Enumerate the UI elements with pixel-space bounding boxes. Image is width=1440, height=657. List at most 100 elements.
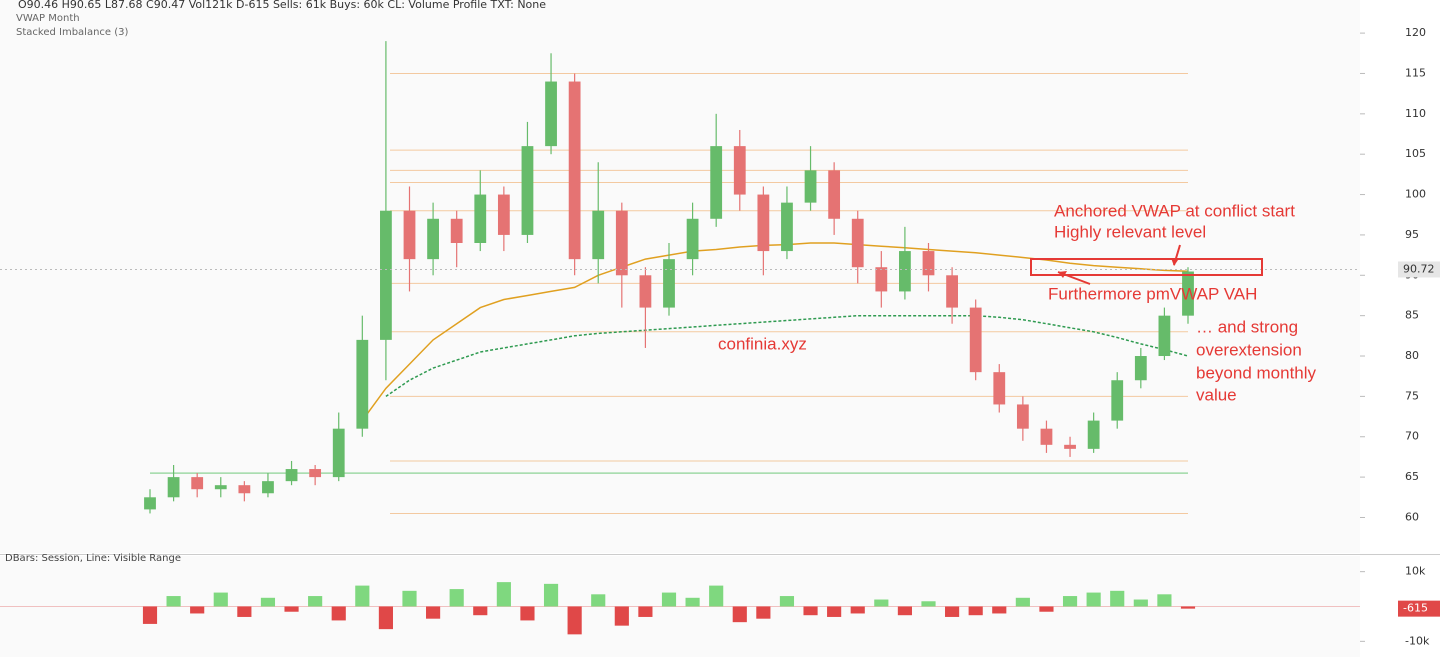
y-tick-label: 80 xyxy=(1405,349,1419,362)
delta-bar xyxy=(709,585,724,607)
plot-area: 606570758085909510010511011512090.7210k-… xyxy=(0,26,1440,647)
delta-bar xyxy=(473,606,488,616)
candle-body xyxy=(427,218,439,260)
arrow-head xyxy=(1171,258,1178,266)
candle-body xyxy=(262,481,274,494)
annotation: … and strong xyxy=(1196,317,1298,336)
candle-body xyxy=(450,218,463,243)
price-tag-label: 90.72 xyxy=(1403,262,1435,275)
candle-body xyxy=(191,477,204,490)
candle-body xyxy=(993,372,1006,405)
delta-bar xyxy=(1062,596,1078,607)
delta-bar xyxy=(921,601,936,607)
delta-bar xyxy=(874,599,889,607)
candle-body xyxy=(1134,356,1147,381)
candle-body xyxy=(875,267,888,292)
delta-bar xyxy=(614,606,629,626)
delta-bar xyxy=(237,606,252,617)
indicator-label: VWAP Month xyxy=(16,13,80,24)
candle-body xyxy=(214,485,227,490)
candle-body xyxy=(733,146,746,195)
price-tag xyxy=(1398,261,1440,278)
candle-body xyxy=(545,81,557,147)
candle-body xyxy=(1064,444,1076,449)
candle-body xyxy=(474,194,487,243)
candle-body xyxy=(332,428,345,478)
delta-bar xyxy=(1015,597,1030,607)
y-tick-label: 60 xyxy=(1405,510,1419,523)
candle-body xyxy=(167,477,180,498)
annotation: overextension xyxy=(1196,340,1302,359)
candle-body xyxy=(521,146,534,235)
candle-body xyxy=(781,202,793,252)
candle-body xyxy=(1158,315,1171,357)
candle-body xyxy=(403,210,416,260)
delta-bar xyxy=(567,606,582,635)
candle-body xyxy=(922,251,935,276)
candle-body xyxy=(946,275,958,308)
y-tick-label: 65 xyxy=(1405,470,1419,483)
delta-bar xyxy=(520,606,535,621)
delta-bar xyxy=(260,597,276,607)
delta-bar xyxy=(779,596,795,607)
delta-bar xyxy=(992,606,1007,614)
delta-bar xyxy=(402,590,417,607)
candle-body xyxy=(1182,271,1194,316)
candle-body xyxy=(1111,380,1124,421)
candle-body xyxy=(757,194,770,252)
delta-bar xyxy=(897,606,912,616)
annotation: beyond monthly xyxy=(1196,363,1317,382)
y-tick-label: 100 xyxy=(1405,188,1426,201)
delta-bar xyxy=(827,606,842,617)
delta-tag xyxy=(1398,600,1440,617)
watermark: confinia.xyz xyxy=(718,334,807,353)
delta-bar xyxy=(945,606,960,617)
delta-bar xyxy=(756,606,771,619)
delta-bar xyxy=(190,606,205,614)
y-tick-label: 70 xyxy=(1405,430,1419,443)
y-tick-label: 95 xyxy=(1405,228,1419,241)
highlight-box xyxy=(1030,258,1263,276)
arrow-head xyxy=(1058,271,1067,278)
annotation: Highly relevant level xyxy=(1054,222,1206,241)
candle-body xyxy=(592,210,605,260)
indicator-line xyxy=(361,242,1189,422)
annotation: Anchored VWAP at conflict start xyxy=(1054,201,1295,220)
delta-bar xyxy=(1110,590,1125,607)
delta-bar xyxy=(1086,592,1101,607)
candle-body xyxy=(238,485,251,494)
candle-body xyxy=(497,194,510,235)
y-tick-label: 120 xyxy=(1405,26,1426,39)
delta-bar xyxy=(591,594,606,607)
candle-body xyxy=(969,307,982,373)
delta-bar xyxy=(661,592,677,607)
y-tick-label: -10k xyxy=(1405,634,1430,647)
indicator-line xyxy=(385,314,1189,398)
delta-bar xyxy=(378,606,393,630)
delta-bar xyxy=(543,583,559,607)
candle-body xyxy=(851,218,864,268)
delta-bar xyxy=(803,606,818,616)
delta-bar xyxy=(732,606,747,623)
candle-body xyxy=(568,81,581,260)
candle-body xyxy=(285,469,298,482)
y-tick-label: 10k xyxy=(1405,565,1426,578)
delta-bar xyxy=(355,585,370,607)
y-tick-label: 85 xyxy=(1405,309,1419,322)
delta-bar xyxy=(213,592,228,607)
annotation: value xyxy=(1196,385,1237,404)
delta-bar xyxy=(449,589,464,607)
candle-body xyxy=(828,170,841,219)
indicator-label: Stacked Imbalance (3) xyxy=(16,27,129,38)
candle-body xyxy=(309,469,322,478)
delta-bar xyxy=(496,582,511,607)
candle-body xyxy=(1040,428,1053,445)
y-tick-label: 110 xyxy=(1405,107,1426,120)
delta-bar xyxy=(426,606,441,619)
y-tick-label: 115 xyxy=(1405,66,1426,79)
candle-body xyxy=(144,497,156,510)
y-tick-label: 75 xyxy=(1405,389,1419,402)
delta-bar xyxy=(166,596,181,607)
delta-bar xyxy=(142,606,158,624)
